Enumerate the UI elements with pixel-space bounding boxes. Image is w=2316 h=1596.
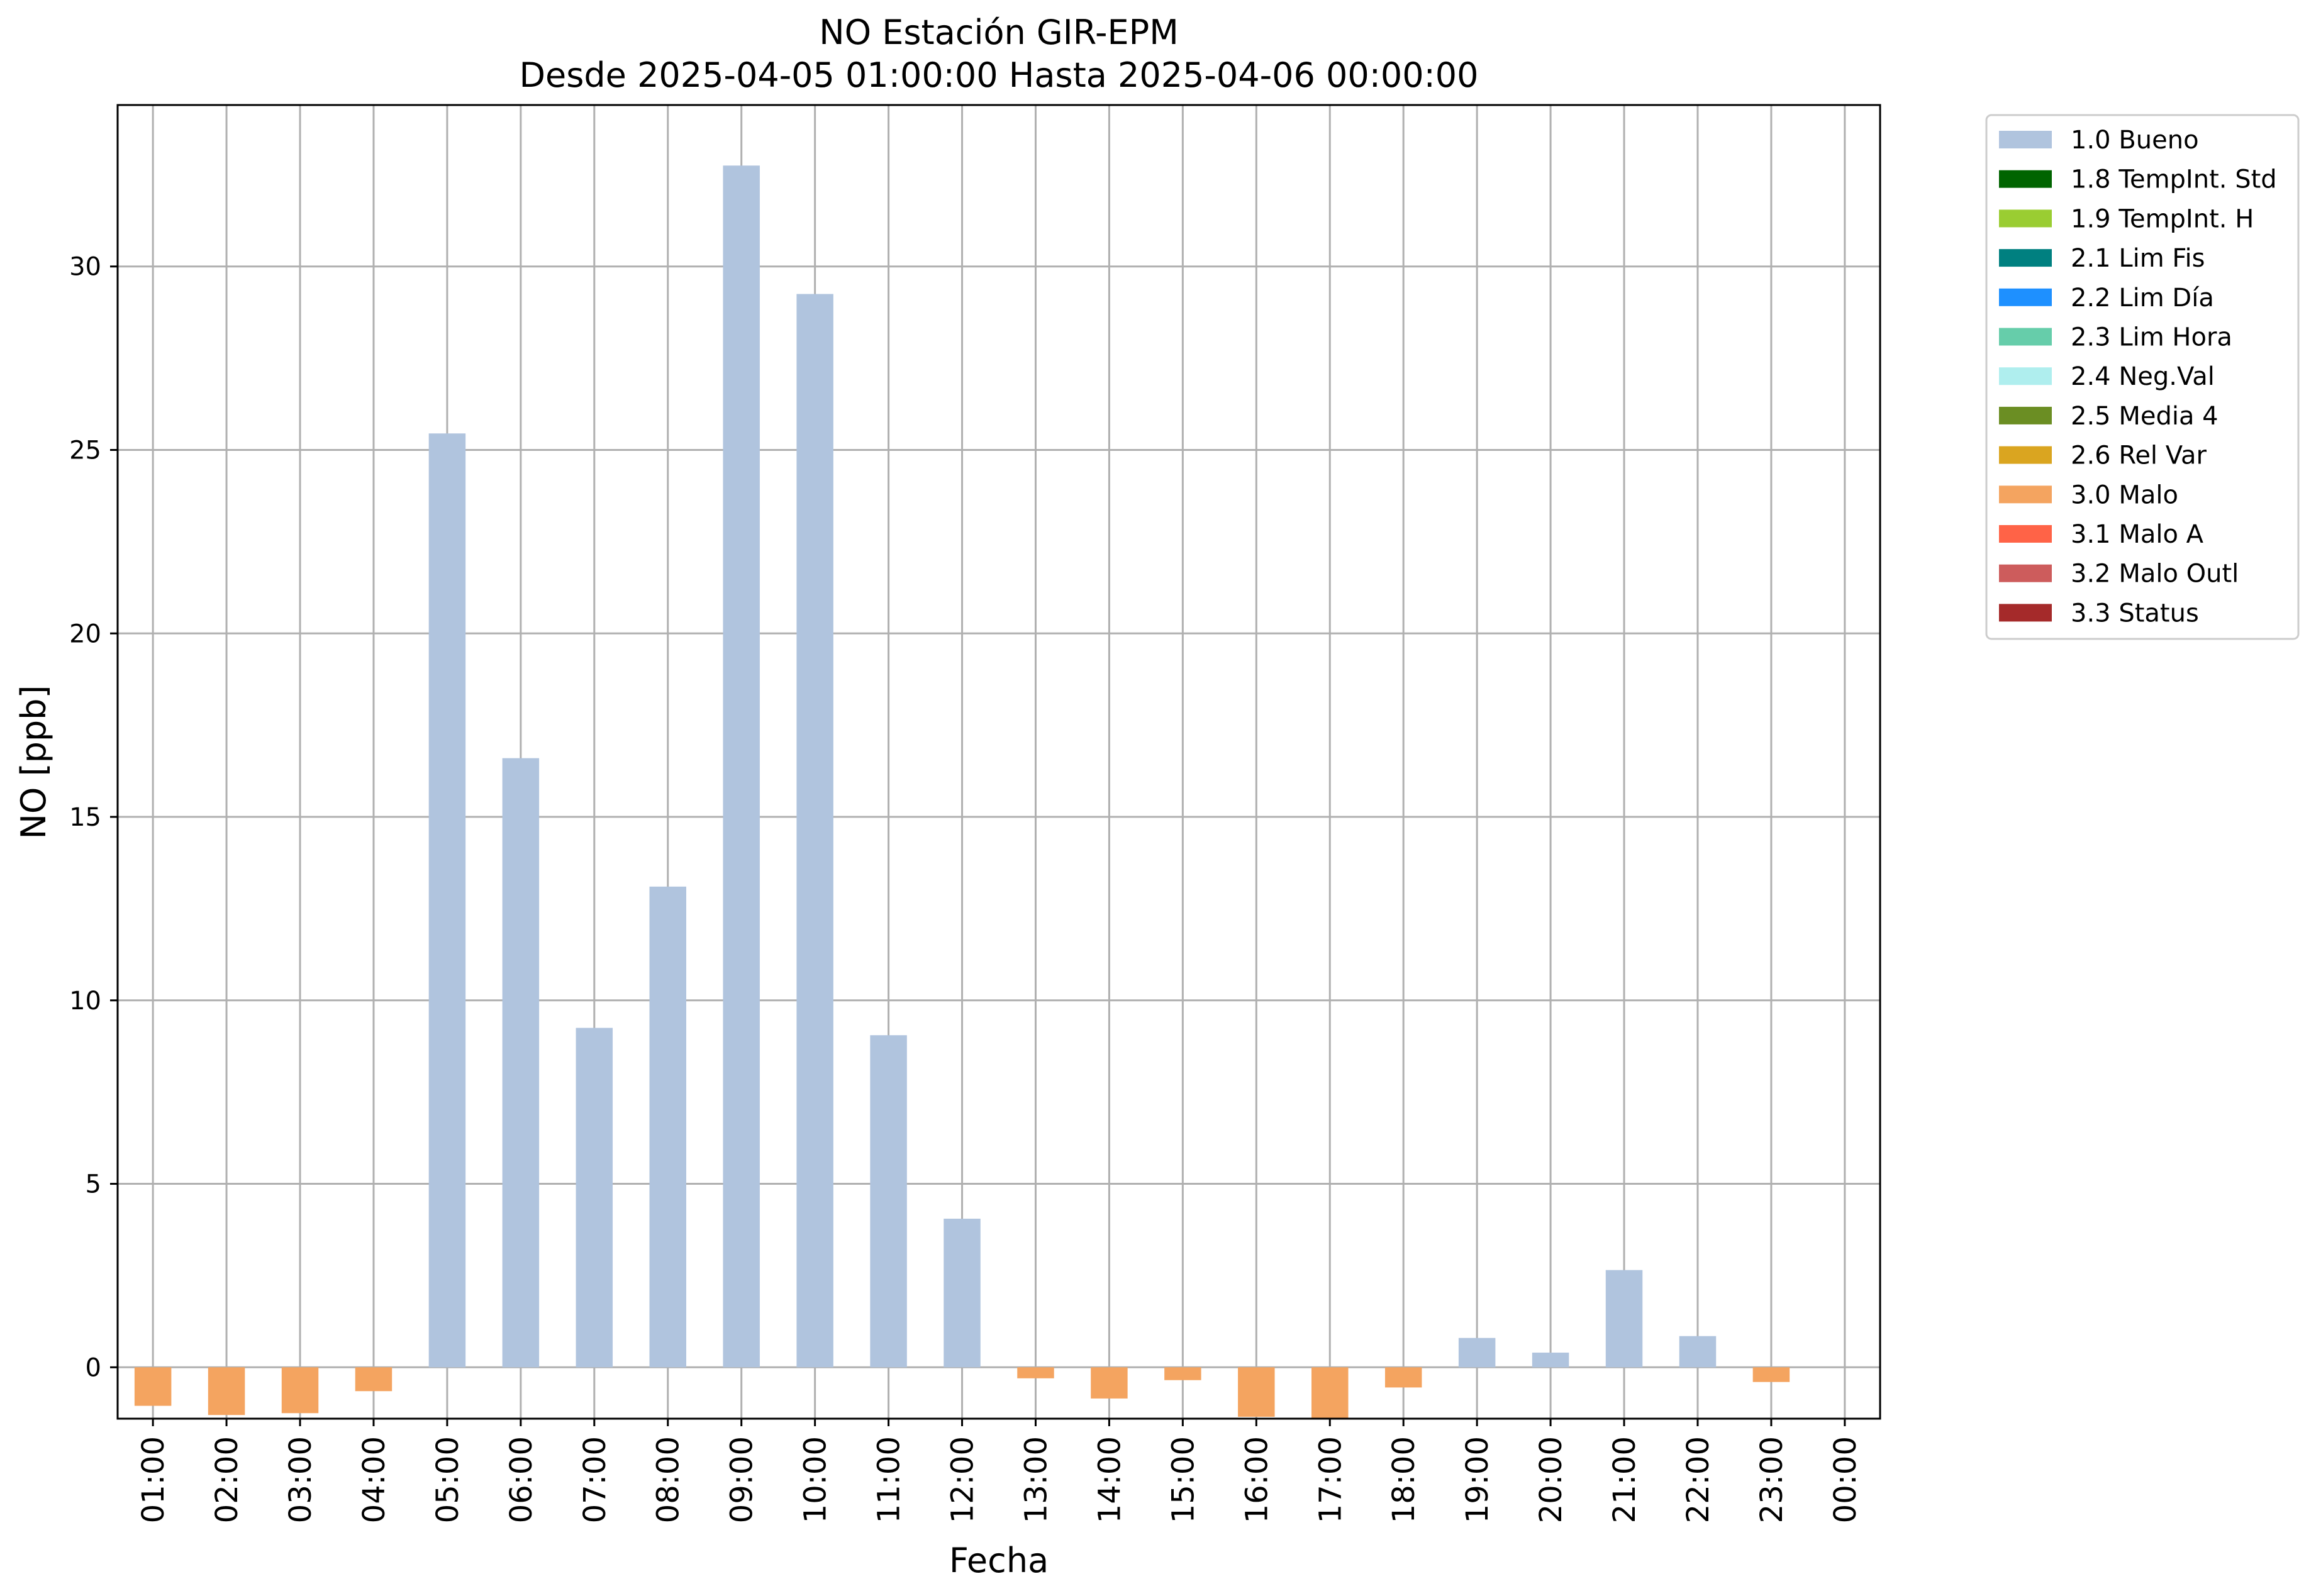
bars [134, 165, 1790, 1419]
legend-swatch [1999, 209, 2052, 228]
legend-label: 3.2 Malo Outl [2071, 560, 2239, 589]
legend-swatch [1999, 485, 2052, 504]
x-tick-label: 12:00 [945, 1436, 981, 1523]
legend-swatch [1999, 170, 2052, 188]
legend-swatch [1999, 367, 2052, 385]
bar [1532, 1352, 1569, 1368]
x-tick-label: 06:00 [504, 1436, 539, 1523]
legend-label: 1.0 Bueno [2071, 126, 2199, 155]
bar [1238, 1367, 1275, 1417]
legend-label: 1.9 TempInt. H [2071, 204, 2254, 233]
x-tick-label: 01:00 [136, 1436, 171, 1523]
bar [1311, 1367, 1349, 1419]
x-tick-label: 15:00 [1166, 1436, 1201, 1523]
x-tick-label: 20:00 [1534, 1436, 1569, 1523]
bar [1752, 1367, 1790, 1382]
x-tick-label: 04:00 [357, 1436, 392, 1523]
bar [1679, 1336, 1717, 1368]
x-tick-label: 18:00 [1386, 1436, 1422, 1523]
x-tick-label: 16:00 [1239, 1436, 1274, 1523]
x-tick-label: 21:00 [1607, 1436, 1642, 1523]
bar [576, 1028, 613, 1368]
legend-label: 2.1 Lim Fis [2071, 244, 2205, 273]
x-tick-label: 19:00 [1460, 1436, 1495, 1523]
bar [1384, 1367, 1422, 1388]
legend-swatch [1999, 131, 2052, 148]
bar [649, 886, 686, 1368]
x-tick-label: 02:00 [209, 1436, 245, 1523]
plot-frame [116, 104, 1881, 1420]
legend-label: 2.4 Neg.Val [2071, 362, 2215, 391]
x-tick-label: 22:00 [1681, 1436, 1716, 1523]
legend: 1.0 Bueno 1.8 TempInt. Std 1.9 TempInt. H 2… [1985, 114, 2300, 640]
y-tick-label: 5 [86, 1170, 101, 1199]
x-tick-label: 05:00 [430, 1436, 465, 1523]
bar [723, 165, 760, 1368]
legend-label: 2.2 Lim Día [2071, 284, 2214, 313]
x-tick-label: 00:00 [1828, 1436, 1863, 1523]
y-tick-label: 25 [69, 436, 101, 465]
legend-label: 3.0 Malo [2071, 480, 2178, 509]
legend-swatch [1999, 328, 2052, 346]
y-axis-ticks: 0 5 10 15 20 25 30 [69, 253, 118, 1382]
x-axis-ticks: 01:00 02:00 03:00 04:00 05:00 06:00 07:00 08:00… [136, 1419, 1863, 1523]
legend-label: 2.3 Lim Hora [2071, 323, 2232, 352]
bar [1605, 1270, 1643, 1368]
chart-subtitle: Desde 2025-04-05 01:00:00 Hasta 2025-04-… [519, 55, 1478, 95]
x-tick-label: 10:00 [798, 1436, 833, 1523]
x-tick-label: 17:00 [1313, 1436, 1348, 1523]
y-tick-label: 0 [86, 1353, 101, 1382]
x-tick-label: 23:00 [1754, 1436, 1790, 1523]
legend-swatch [1999, 564, 2052, 582]
y-axis-label: NO [ppb] [14, 685, 53, 839]
x-tick-label: 09:00 [725, 1436, 760, 1523]
bar [428, 433, 466, 1368]
x-tick-label: 11:00 [872, 1436, 907, 1523]
legend-label: 2.5 Media 4 [2071, 402, 2219, 431]
legend-swatch [1999, 288, 2052, 306]
bar [870, 1035, 907, 1368]
legend-swatch [1999, 604, 2052, 622]
bar [281, 1367, 319, 1414]
bar [1164, 1367, 1201, 1380]
bar [944, 1218, 981, 1368]
legend-swatch [1999, 446, 2052, 464]
x-tick-label: 13:00 [1018, 1436, 1054, 1523]
bar [355, 1367, 392, 1392]
legend-label: 3.1 Malo A [2071, 520, 2204, 549]
bar [208, 1367, 245, 1416]
legend-swatch [1999, 525, 2052, 543]
x-tick-label: 14:00 [1092, 1436, 1127, 1523]
x-tick-label: 03:00 [283, 1436, 318, 1523]
y-tick-label: 20 [69, 619, 101, 648]
legend-swatch [1999, 406, 2052, 424]
bar [1091, 1367, 1128, 1399]
y-tick-label: 10 [69, 987, 101, 1016]
bar [1458, 1338, 1496, 1368]
legend-swatch [1999, 249, 2052, 267]
grid-lines [118, 105, 1880, 1419]
x-tick-label: 08:00 [651, 1436, 686, 1523]
legend-label: 2.6 Rel Var [2071, 441, 2207, 470]
x-tick-label: 07:00 [577, 1436, 613, 1523]
chart-title: NO Estación GIR-EPM [819, 13, 1179, 52]
bar [796, 294, 833, 1368]
bar [1017, 1367, 1054, 1378]
y-tick-label: 30 [69, 253, 101, 282]
bar [502, 758, 540, 1368]
legend-label: 1.8 TempInt. Std [2071, 165, 2277, 194]
legend-frame [1985, 114, 2300, 640]
bar [134, 1367, 172, 1406]
x-axis-label: Fecha [949, 1541, 1049, 1580]
y-tick-label: 15 [69, 803, 101, 832]
legend-label: 3.3 Status [2071, 599, 2199, 628]
